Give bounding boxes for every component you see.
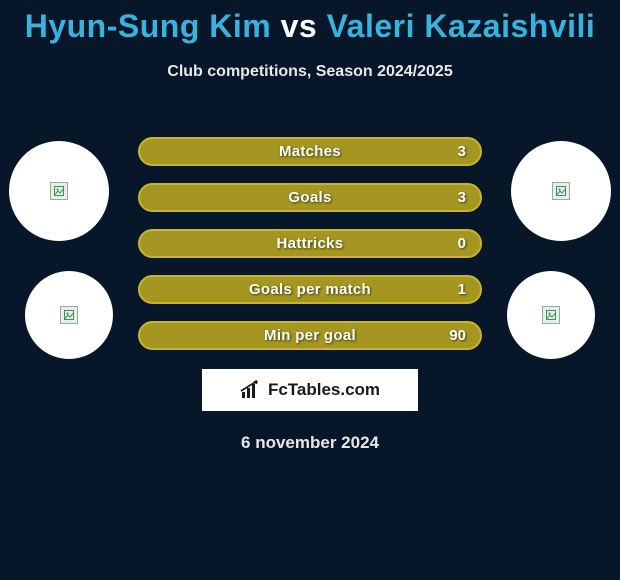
stat-label: Goals per match: [140, 277, 480, 302]
date-label: 6 november 2024: [0, 433, 620, 453]
stat-label: Goals: [140, 185, 480, 210]
stat-value: 0: [458, 231, 466, 256]
stat-row: Min per goal 90: [138, 321, 482, 350]
stat-label: Min per goal: [140, 323, 480, 348]
brand-bold: Fc: [268, 380, 288, 399]
stat-value: 3: [458, 139, 466, 164]
player2-avatar: [511, 141, 611, 241]
stats-bars: Matches 3 Goals 3 Hattricks 0 Goals per …: [138, 137, 482, 350]
comparison-panel: Matches 3 Goals 3 Hattricks 0 Goals per …: [0, 119, 620, 349]
stat-value: 90: [449, 323, 466, 348]
stat-value: 1: [458, 277, 466, 302]
page-title: Hyun-Sung Kim vs Valeri Kazaishvili: [0, 0, 620, 45]
placeholder-icon: [542, 306, 560, 324]
brand-rest: Tables.com: [288, 380, 380, 399]
stat-row: Goals per match 1: [138, 275, 482, 304]
stat-row: Matches 3: [138, 137, 482, 166]
stat-row: Goals 3: [138, 183, 482, 212]
player2-name: Valeri Kazaishvili: [327, 8, 596, 44]
player1-avatar: [9, 141, 109, 241]
subtitle: Club competitions, Season 2024/2025: [0, 63, 620, 81]
player1-club-badge: [25, 271, 113, 359]
player2-club-badge: [507, 271, 595, 359]
attribution-badge: FcTables.com: [202, 369, 418, 411]
stat-row: Hattricks 0: [138, 229, 482, 258]
placeholder-icon: [552, 182, 570, 200]
vs-separator: vs: [281, 8, 318, 44]
placeholder-icon: [50, 182, 68, 200]
stat-label: Matches: [140, 139, 480, 164]
player1-name: Hyun-Sung Kim: [25, 8, 271, 44]
barchart-icon: [240, 380, 262, 400]
placeholder-icon: [60, 306, 78, 324]
stat-value: 3: [458, 185, 466, 210]
stat-label: Hattricks: [140, 231, 480, 256]
attribution-text: FcTables.com: [268, 380, 380, 400]
